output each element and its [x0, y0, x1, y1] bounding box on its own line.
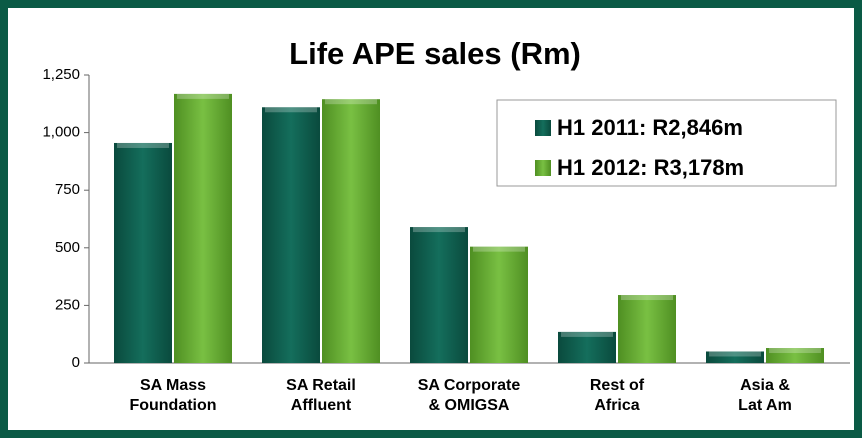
bar-cap: [769, 348, 821, 354]
bar: [470, 246, 528, 363]
legend-label: H1 2011: R2,846m: [557, 115, 743, 140]
bar-cap: [473, 246, 525, 252]
bar-cap: [265, 107, 317, 113]
bar: [114, 142, 172, 363]
y-tick-label: 250: [55, 296, 80, 313]
bar-cap: [325, 99, 377, 105]
chart-title: Life APE sales (Rm): [289, 36, 581, 71]
x-tick-label: Asia & Lat Am: [738, 377, 792, 414]
x-tick-label: SA Corporate & OMIGSA: [417, 377, 521, 414]
bar: [766, 348, 824, 363]
bar: [322, 99, 380, 363]
bar: [410, 227, 468, 363]
bar-cap: [413, 227, 465, 233]
bar: [262, 107, 320, 363]
bar: [618, 295, 676, 363]
bar-cap: [621, 295, 673, 301]
bar-cap: [177, 93, 229, 99]
y-tick-label: 0: [72, 354, 80, 371]
x-tick-label: SA Mass Foundation: [129, 377, 217, 414]
bar: [706, 351, 764, 363]
legend-box: [496, 99, 837, 187]
bar: [558, 331, 616, 363]
y-tick-label: 1,250: [42, 66, 80, 83]
legend-swatch: [535, 160, 551, 176]
legend-swatch: [535, 120, 551, 136]
y-tick-label: 500: [55, 239, 80, 256]
legend-label: H1 2012: R3,178m: [557, 155, 744, 180]
bar-cap: [117, 142, 169, 148]
y-tick-label: 750: [55, 181, 80, 198]
x-tick-label: Rest of Africa: [589, 377, 645, 414]
y-tick-label: 1,000: [42, 124, 80, 141]
x-tick-label: SA Retail Affluent: [286, 377, 356, 414]
bar: [174, 93, 232, 364]
bar-cap: [561, 331, 613, 337]
bar-cap: [709, 351, 761, 357]
